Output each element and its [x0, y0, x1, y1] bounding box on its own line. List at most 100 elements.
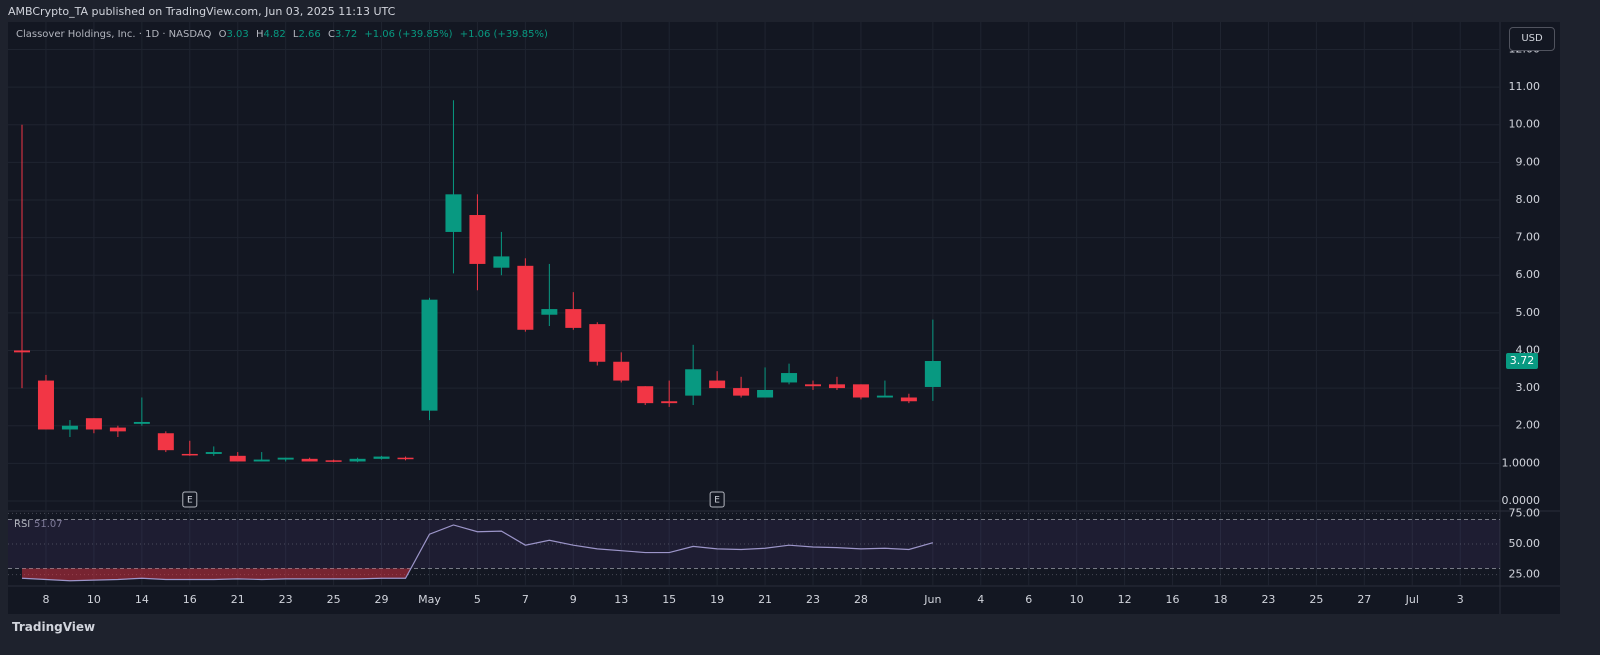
legend-change: +1.06 (+39.85%) [364, 29, 453, 40]
legend-label: O [218, 29, 227, 40]
rsi-line [21, 524, 934, 582]
candle-body [900, 397, 917, 402]
candle-body [325, 460, 342, 462]
x-tick-label: 29 [375, 593, 389, 606]
y-tick-label: 3.00 [1516, 381, 1541, 394]
oversold-fill [22, 568, 933, 581]
x-tick-label: 18 [1214, 593, 1228, 606]
candle-body [445, 194, 462, 232]
legend-label: H [255, 29, 264, 40]
x-tick-label: 15 [662, 593, 676, 606]
candle-body [301, 458, 318, 462]
candle-body [828, 384, 845, 389]
rsi-tick-label: 75.00 [1509, 506, 1541, 519]
rsi-value: 51.07 [34, 519, 63, 530]
x-tick-label: 4 [977, 593, 984, 606]
x-tick-label: Jul [1405, 593, 1419, 606]
legend-label: L [292, 29, 299, 40]
x-tick-label: 19 [710, 593, 724, 606]
event-label: E [187, 496, 193, 506]
y-tick-label: 6.00 [1516, 268, 1541, 281]
x-tick-label: 8 [42, 593, 49, 606]
x-tick-label: 27 [1357, 593, 1371, 606]
x-tick-label: 7 [522, 593, 529, 606]
last-price-tag [1506, 353, 1538, 370]
x-tick-label: 21 [758, 593, 772, 606]
candle-body [781, 373, 798, 383]
x-tick-label: 5 [474, 593, 481, 606]
x-tick-label: 25 [1309, 593, 1323, 606]
publisher: AMBCrypto_TA published on TradingView.co… [8, 5, 396, 18]
rsi-title: RSI [14, 519, 30, 530]
legend-value: 3.72 [334, 29, 358, 40]
y-tick-label: 5.00 [1516, 306, 1541, 319]
candle-body [637, 386, 654, 404]
candle-body [685, 369, 702, 396]
candle-body [109, 427, 126, 432]
x-tick-label: 13 [614, 593, 628, 606]
candle-body [37, 380, 54, 430]
legend-change: +1.06 (+39.85%) [459, 29, 548, 40]
y-tick-label: 11.00 [1509, 80, 1541, 93]
candle-body [373, 456, 390, 459]
candle-body [277, 457, 294, 460]
candle-body [421, 299, 438, 411]
candle-body [469, 215, 486, 264]
y-tick-label: 8.00 [1516, 193, 1541, 206]
x-tick-label: 25 [327, 593, 341, 606]
candle-body [565, 309, 582, 328]
symbol-title: Classover Holdings, Inc. · 1D · NASDAQ [16, 29, 212, 40]
candle-body [133, 421, 150, 424]
candle-body [876, 395, 893, 398]
candle-body [397, 457, 414, 460]
x-tick-label: 21 [231, 593, 245, 606]
y-tick-label: 7.00 [1516, 231, 1541, 244]
legend: Classover Holdings, Inc. · 1D · NASDAQ O… [16, 29, 552, 40]
candle-body [517, 265, 534, 330]
currency-button[interactable]: USD [1509, 27, 1555, 51]
rsi-tick-label: 50.00 [1509, 537, 1541, 550]
candle-body [733, 388, 750, 396]
y-tick-label: 1.0000 [1502, 456, 1541, 469]
x-tick-label: 6 [1025, 593, 1032, 606]
x-tick-label: 23 [1261, 593, 1275, 606]
candle-body [349, 458, 366, 462]
y-tick-label: 9.00 [1516, 155, 1541, 168]
x-tick-label: 16 [1166, 593, 1180, 606]
candle-body [613, 361, 630, 381]
y-tick-label: 0.0000 [1502, 494, 1541, 507]
candle-body [805, 384, 822, 387]
candle-body [541, 309, 558, 315]
candle-body [852, 384, 869, 398]
x-tick-label: 14 [135, 593, 149, 606]
x-tick-label: 3 [1457, 593, 1464, 606]
candle-body [205, 452, 222, 454]
x-tick-label: 28 [854, 593, 868, 606]
x-tick-label: 23 [279, 593, 293, 606]
candle-body [709, 380, 726, 389]
x-tick-label: May [418, 593, 441, 606]
candle-body [924, 361, 941, 387]
candle-body [253, 459, 270, 462]
legend-value: 2.66 [298, 29, 321, 40]
candle-body [181, 453, 198, 456]
legend-value: 3.03 [226, 29, 249, 40]
legend-label: C [327, 29, 335, 40]
x-tick-label: 10 [1070, 593, 1084, 606]
candle-body [61, 425, 78, 430]
y-tick-label: 2.00 [1516, 419, 1541, 432]
candle-body [661, 401, 678, 404]
candle-body [589, 324, 606, 362]
chart-bg [8, 22, 1560, 614]
event-marker [709, 491, 725, 508]
candle-body [229, 455, 246, 462]
candle-body [493, 256, 510, 268]
x-tick-label: 9 [570, 593, 577, 606]
x-tick-label: 23 [806, 593, 820, 606]
x-tick-label: 16 [183, 593, 197, 606]
x-tick-label: Jun [923, 593, 941, 606]
y-tick-label: 10.00 [1509, 118, 1541, 131]
rsi-tick-label: 25.00 [1509, 568, 1541, 581]
